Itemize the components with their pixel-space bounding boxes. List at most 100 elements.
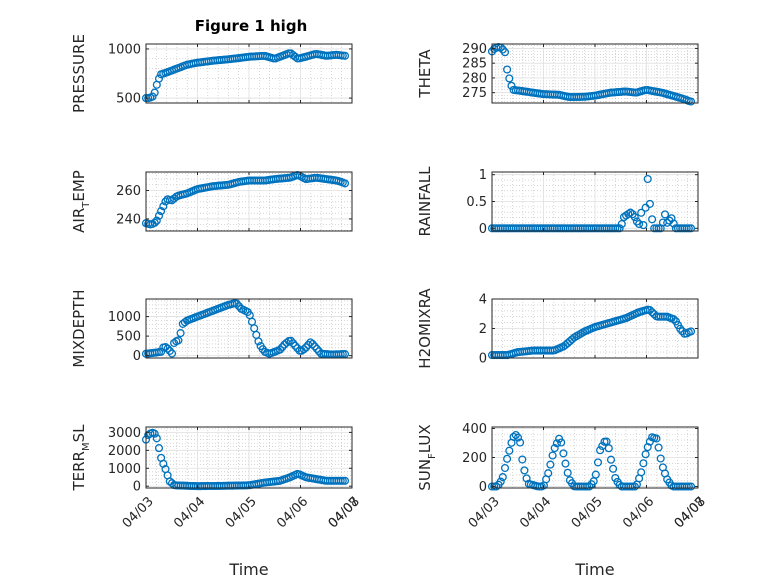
data-point [176,329,185,338]
data-point [669,315,678,324]
data-point [669,219,678,228]
data-point [550,444,559,453]
data-point [546,460,555,469]
data-point [154,444,164,453]
y-tick-label: 2000 [108,444,141,459]
subplot-sun: 0 200 400 SUNFLUX [416,422,699,495]
data-point [180,318,189,327]
data-point [643,174,652,184]
data-point [667,214,676,223]
data-point [291,341,300,350]
data-point [637,208,646,217]
data-point [159,202,168,211]
y-tick-label: 400 [462,422,487,437]
data-point [596,446,605,455]
data-point [645,199,654,208]
y-tick-label: 0 [479,222,487,237]
x-tick-label: 04/05 [569,494,606,531]
data-point [686,97,696,106]
y-tick-label: 0 [479,480,487,495]
data-point [637,468,646,477]
data-point [308,339,317,349]
data-point [520,466,529,475]
data-point [157,347,166,356]
subplot-air: 240 260 AIRTEMP [70,170,353,233]
y-tick-label: 285 [462,57,487,72]
y-tick-label: 0 [133,349,141,364]
data-point [548,451,557,460]
data-point [299,345,308,354]
data-point [174,336,183,345]
data-point [516,438,525,447]
data-point [340,179,350,188]
y-tick-label: 0.5 [466,195,487,210]
x-tick-label: 04/08 [672,494,709,531]
data-point [340,476,350,485]
data-point [513,433,523,442]
subplot-mixdepth: 0 500 1000 MIXDEPTH [70,289,353,368]
y-tick-label: 1 [479,168,487,183]
data-point [557,438,566,447]
y-tick-label: 3000 [108,426,141,441]
x-tick-label: 04/06 [620,494,657,531]
data-point [159,459,168,468]
data-point [286,336,295,345]
data-point [505,446,514,455]
data-point [639,221,648,230]
y-axis-label: TERRMSL [70,424,92,492]
y-axis-label: AIRTEMP [70,170,92,233]
data-point [154,211,164,220]
data-point [150,88,159,97]
y-tick-label: 280 [462,71,487,86]
data-point [563,468,572,477]
y-tick-label: 0 [479,352,487,367]
data-point [306,338,315,347]
data-point [593,458,603,467]
data-point [509,432,518,441]
y-axis-label: RAINFALL [416,166,434,237]
data-point [312,344,321,353]
data-point [254,337,263,346]
y-axis-label: MIXDEPTH [70,289,88,367]
data-point [148,92,157,101]
data-point [518,455,527,464]
data-point [310,342,319,351]
data-point [289,339,298,348]
x-tick-label: 04/04 [517,494,554,531]
data-point [611,473,620,483]
data-point [585,482,594,491]
data-point [150,429,159,438]
data-point [604,444,613,453]
data-point [500,463,510,473]
data-point [686,327,696,336]
y-tick-label: 275 [462,86,487,101]
subplot-h2omixra: 0 2 4 H2OMIXRA [416,288,699,369]
y-tick-label: 2 [479,322,487,337]
data-point [232,299,241,308]
subplot-terr: 0 1000 2000 3000 TERRMSL [70,424,353,495]
y-tick-label: 500 [116,92,141,107]
data-point [635,219,644,229]
y-tick-label: 200 [462,451,487,466]
data-point [639,459,648,468]
data-point [660,210,670,219]
x-tick-label: 04/04 [171,494,208,531]
y-tick-label: 1000 [108,310,141,325]
data-point [167,349,177,358]
y-tick-label: 0 [133,480,141,495]
data-point [641,450,650,459]
y-tick-label: 1000 [108,462,141,477]
figure-title: Figure 1 high [195,17,308,35]
data-point [302,343,311,352]
data-point [615,224,624,233]
x-tick-label: 04/03 [466,494,503,531]
data-point [163,344,172,353]
data-point [498,473,507,482]
data-point [632,217,641,226]
data-point [591,470,600,479]
data-point [676,324,685,333]
data-point [500,48,510,57]
